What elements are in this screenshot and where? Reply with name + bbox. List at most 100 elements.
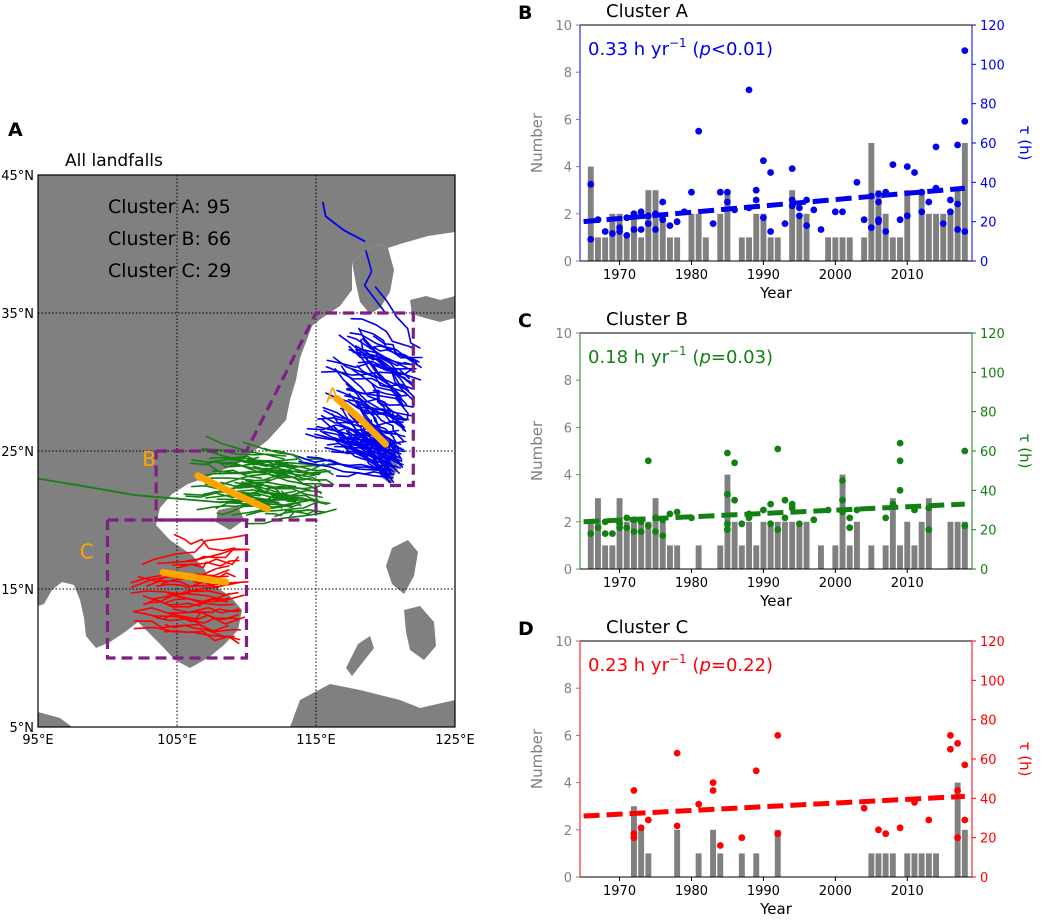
bar xyxy=(803,521,810,569)
bar xyxy=(695,545,702,569)
tau-point xyxy=(954,226,961,233)
cluster-c-track xyxy=(141,534,246,565)
x-axis-label: Year xyxy=(759,900,793,918)
bar xyxy=(868,143,875,261)
lat-tick-label: 15°N xyxy=(1,583,34,598)
tau-point xyxy=(961,118,969,125)
tau-point xyxy=(673,749,681,757)
cluster-a-track xyxy=(338,334,414,385)
bar xyxy=(904,190,911,261)
y-right-tick-label: 100 xyxy=(980,58,1005,73)
y-right-tick-label: 100 xyxy=(980,366,1005,381)
bar xyxy=(868,853,875,877)
bar xyxy=(738,853,745,877)
tau-point xyxy=(853,506,861,514)
tau-point xyxy=(875,198,882,206)
legend-cluster-a: Cluster A: 95 xyxy=(108,196,231,218)
y-left-tick-label: 10 xyxy=(555,635,572,650)
tau-point xyxy=(896,457,904,465)
cluster-b-track xyxy=(264,508,310,517)
tau-point xyxy=(781,514,789,522)
tau-point xyxy=(637,208,645,216)
tau-point xyxy=(724,449,731,457)
y-right-tick-label: 40 xyxy=(980,792,997,807)
y-left-tick-label: 8 xyxy=(564,374,572,389)
tau-point xyxy=(961,447,969,455)
tau-point xyxy=(867,192,875,200)
y-right-tick-label: 60 xyxy=(980,445,997,460)
tau-point xyxy=(716,842,724,849)
cluster-a-tracks xyxy=(298,201,423,484)
tau-point xyxy=(724,490,731,498)
lon-tick-label: 95°E xyxy=(22,733,53,748)
lon-tick-label: 125°E xyxy=(435,733,475,748)
tau-point xyxy=(781,220,789,228)
lon-tick-label: 105°E xyxy=(157,733,197,748)
cluster-a-track xyxy=(366,408,398,445)
tau-point xyxy=(587,236,595,243)
bar xyxy=(803,213,810,261)
bar xyxy=(861,237,868,261)
cluster-a-track xyxy=(357,349,413,366)
tau-point xyxy=(875,190,882,198)
bar xyxy=(631,213,637,261)
tau-point xyxy=(925,198,933,206)
tau-point xyxy=(623,232,631,239)
x-tick-label: 1990 xyxy=(747,576,780,591)
lat-tick-label: 5°N xyxy=(10,721,35,736)
y-left-tick-label: 4 xyxy=(564,469,572,484)
cluster-c-track xyxy=(133,611,238,624)
bar xyxy=(631,521,637,569)
panel-title: Cluster C xyxy=(606,617,688,638)
tau-point xyxy=(709,220,717,228)
tau-point xyxy=(594,216,602,224)
tau-point xyxy=(630,834,638,842)
tau-point xyxy=(817,226,825,233)
cluster-b-track xyxy=(274,463,325,477)
tau-point xyxy=(745,510,753,518)
cluster-b-track xyxy=(196,504,263,511)
tau-point xyxy=(882,830,890,838)
cluster-c-track xyxy=(133,606,240,614)
panel-title: Cluster A xyxy=(606,1,689,22)
x-tick-label: 1970 xyxy=(603,884,636,899)
tau-point xyxy=(644,212,652,220)
bar xyxy=(796,213,803,261)
cluster-c-track xyxy=(171,556,239,566)
tau-point xyxy=(731,206,738,214)
tau-point xyxy=(767,500,774,508)
tau-point xyxy=(659,532,667,539)
y-left-tick-label: 10 xyxy=(555,19,572,34)
bar xyxy=(789,521,796,569)
tau-point xyxy=(623,214,631,222)
tau-point xyxy=(932,143,940,151)
x-tick-label: 2010 xyxy=(891,884,924,899)
bar xyxy=(674,237,681,261)
bar xyxy=(825,237,832,261)
philippines-luzon xyxy=(386,540,418,594)
cluster-a-track xyxy=(366,404,405,442)
bar xyxy=(832,237,839,261)
tau-point xyxy=(774,445,782,453)
bar xyxy=(868,545,875,569)
segment-label-b: B xyxy=(142,447,156,471)
y-left-axis-label: Number xyxy=(528,728,546,789)
tau-point xyxy=(752,767,760,775)
tau-point xyxy=(889,161,897,169)
tau-point xyxy=(630,226,638,233)
tau-point xyxy=(939,220,947,228)
tau-point xyxy=(609,230,616,237)
tau-point xyxy=(954,141,961,149)
x-tick-label: 1980 xyxy=(675,884,708,899)
cluster-c-track xyxy=(161,572,236,585)
lat-tick-label: 35°N xyxy=(1,307,34,322)
trend-p-value: <0.01) xyxy=(711,39,773,60)
tau-point xyxy=(767,520,774,528)
bar xyxy=(897,237,903,261)
y-right-tick-label: 80 xyxy=(980,98,997,113)
bar xyxy=(710,829,716,877)
tau-point xyxy=(760,157,767,165)
